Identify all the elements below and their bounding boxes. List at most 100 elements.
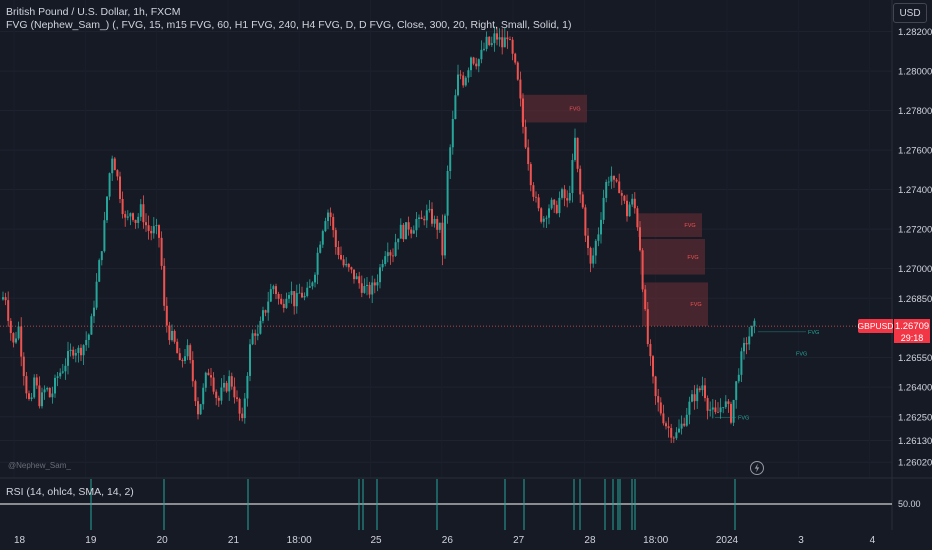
candle-up (129, 213, 132, 217)
candle-up (709, 409, 712, 411)
candle-up (691, 394, 693, 402)
candle-down (641, 250, 644, 290)
price-tick-label: 1.26020 (898, 458, 932, 469)
candle-up (69, 349, 72, 352)
candle-up (574, 137, 576, 160)
candle-down (80, 347, 82, 356)
candle-up (137, 216, 140, 223)
candle-down (194, 381, 197, 402)
candle-up (628, 204, 631, 217)
fvg-zone-bear (521, 94, 587, 123)
candle-up (597, 234, 600, 241)
candle-down (142, 204, 145, 223)
candle-up (285, 298, 288, 308)
candle-up (30, 397, 33, 399)
last-price-tag: GBPUSD 1.26709 29:18 (858, 319, 930, 344)
candle-down (9, 320, 12, 334)
candle-down (506, 37, 509, 40)
candle-down (579, 168, 582, 195)
candle-down (368, 284, 371, 295)
candle-up (327, 212, 329, 222)
candle-up (290, 291, 293, 296)
candle-down (212, 377, 215, 392)
candle-up (152, 226, 155, 234)
candle-up (126, 216, 129, 218)
candle-down (587, 235, 589, 248)
candle-up (87, 334, 90, 340)
candle-up (444, 215, 446, 256)
candle-up (722, 407, 725, 408)
candle-down (181, 360, 184, 362)
candle-down (147, 225, 150, 231)
candle-up (602, 197, 605, 220)
candle-down (233, 386, 236, 398)
candle-down (119, 176, 121, 199)
rsi-indicator-label[interactable]: RSI (14, ohlc4, SMA, 14, 2) (6, 486, 134, 498)
candle-down (553, 199, 556, 205)
candle-down (431, 208, 433, 224)
candle-down (727, 401, 730, 404)
fvg-indicator-label[interactable]: FVG (Nephew_Sam_) (, FVG, 15, m15 FVG, 6… (6, 19, 572, 31)
candle-down (576, 137, 579, 169)
candle-up (483, 48, 485, 50)
fvg-zone-bear (642, 282, 708, 326)
time-tick-label: 18 (14, 535, 26, 546)
candle-up (464, 77, 467, 86)
candle-down (280, 298, 283, 304)
candle-down (236, 397, 238, 399)
candle-down (407, 222, 410, 230)
candle-up (433, 218, 436, 224)
candle-up (311, 282, 314, 287)
candle-down (704, 385, 706, 399)
candle-down (22, 356, 25, 377)
candle-down (293, 291, 296, 307)
candle-up (568, 193, 571, 201)
candle-up (605, 182, 608, 198)
candle-down (633, 198, 636, 209)
candle-up (155, 225, 158, 227)
price-tick-label: 1.27800 (898, 106, 932, 117)
candle-up (631, 198, 634, 205)
candle-down (301, 292, 303, 298)
candle-down (358, 276, 361, 284)
candle-down (116, 170, 119, 177)
candle-down (654, 376, 657, 397)
candle-up (550, 199, 553, 209)
lightning-icon[interactable] (749, 460, 765, 476)
candle-down (540, 208, 543, 222)
candle-up (571, 159, 574, 194)
candle-down (340, 255, 342, 260)
candle-down (670, 428, 673, 438)
candle-down (623, 195, 626, 201)
candle-up (106, 196, 108, 221)
currency-button[interactable]: USD (893, 3, 927, 23)
candle-down (410, 229, 413, 234)
candle-up (249, 344, 251, 376)
candle-down (350, 267, 353, 270)
candle-up (51, 393, 54, 398)
candle-up (685, 414, 688, 426)
candle-down (459, 74, 462, 76)
candle-down (191, 360, 194, 382)
candle-down (644, 289, 647, 310)
candle-down (516, 62, 519, 80)
time-tick-label: 27 (513, 535, 525, 546)
candle-down (672, 437, 675, 439)
candle-down (514, 53, 517, 63)
candle-up (415, 218, 418, 231)
candle-down (636, 208, 639, 228)
candle-down (163, 265, 166, 306)
candle-up (457, 74, 459, 96)
candle-up (316, 252, 319, 275)
candle-down (511, 39, 514, 54)
candle-down (730, 403, 732, 423)
candle-up (171, 330, 173, 341)
candle-up (719, 407, 722, 413)
candle-up (98, 260, 101, 282)
candle-down (230, 376, 233, 387)
candle-up (737, 374, 740, 382)
candle-up (600, 219, 602, 235)
candle-up (688, 401, 691, 415)
candle-down (168, 325, 171, 341)
